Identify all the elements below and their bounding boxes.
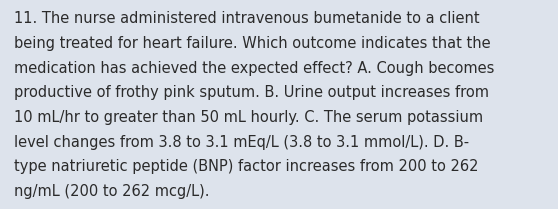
- Text: ng/mL (200 to 262 mcg/L).: ng/mL (200 to 262 mcg/L).: [14, 184, 209, 199]
- Text: type natriuretic peptide (BNP) factor increases from 200 to 262: type natriuretic peptide (BNP) factor in…: [14, 159, 478, 175]
- Text: 10 mL/hr to greater than 50 mL hourly. C. The serum potassium: 10 mL/hr to greater than 50 mL hourly. C…: [14, 110, 483, 125]
- Text: being treated for heart failure. Which outcome indicates that the: being treated for heart failure. Which o…: [14, 36, 490, 51]
- Text: medication has achieved the expected effect? A. Cough becomes: medication has achieved the expected eff…: [14, 61, 494, 76]
- Text: level changes from 3.8 to 3.1 mEq/L (3.8 to 3.1 mmol/L). D. B-: level changes from 3.8 to 3.1 mEq/L (3.8…: [14, 135, 469, 150]
- Text: productive of frothy pink sputum. B. Urine output increases from: productive of frothy pink sputum. B. Uri…: [14, 85, 489, 101]
- Text: 11. The nurse administered intravenous bumetanide to a client: 11. The nurse administered intravenous b…: [14, 11, 479, 27]
